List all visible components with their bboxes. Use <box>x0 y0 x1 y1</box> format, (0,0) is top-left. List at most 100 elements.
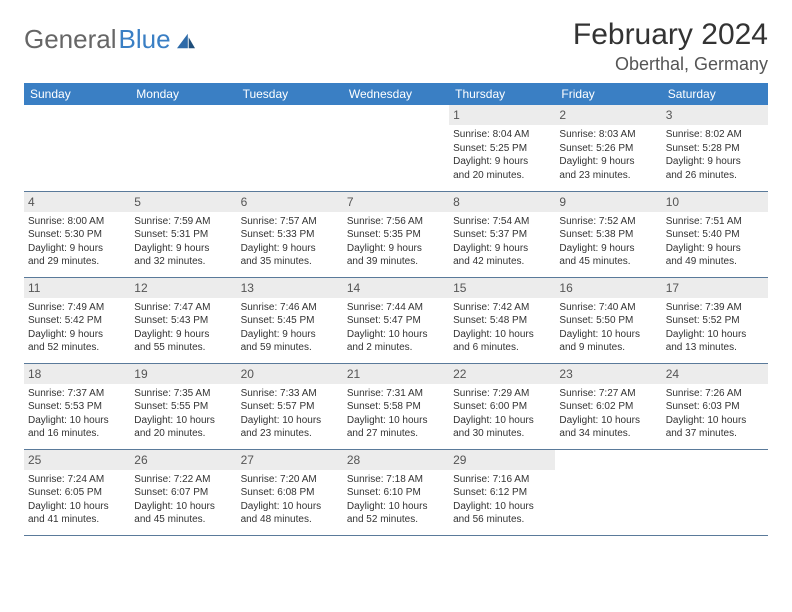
daylight-line: Daylight: 9 hours <box>559 242 657 256</box>
weekday-header: Wednesday <box>343 83 449 105</box>
day-number: 25 <box>24 450 130 470</box>
sunrise-line: Sunrise: 7:59 AM <box>134 215 232 229</box>
sunset-line: Sunset: 6:12 PM <box>453 486 551 500</box>
sunrise-line: Sunrise: 7:40 AM <box>559 301 657 315</box>
daylight-line: and 52 minutes. <box>347 513 445 527</box>
brand-part2: Blue <box>119 24 171 55</box>
calendar-day-cell: 19Sunrise: 7:35 AMSunset: 5:55 PMDayligh… <box>130 363 236 449</box>
daylight-line: Daylight: 10 hours <box>134 414 232 428</box>
sunrise-line: Sunrise: 7:16 AM <box>453 473 551 487</box>
calendar-day-cell: 27Sunrise: 7:20 AMSunset: 6:08 PMDayligh… <box>237 449 343 535</box>
calendar-day-cell: 28Sunrise: 7:18 AMSunset: 6:10 PMDayligh… <box>343 449 449 535</box>
daylight-line: and 9 minutes. <box>559 341 657 355</box>
month-title: February 2024 <box>573 18 768 52</box>
daylight-line: and 32 minutes. <box>134 255 232 269</box>
sunrise-line: Sunrise: 7:29 AM <box>453 387 551 401</box>
sunset-line: Sunset: 5:25 PM <box>453 142 551 156</box>
daylight-line: Daylight: 9 hours <box>453 242 551 256</box>
sunrise-line: Sunrise: 7:51 AM <box>666 215 764 229</box>
sunset-line: Sunset: 5:43 PM <box>134 314 232 328</box>
day-number: 29 <box>449 450 555 470</box>
calendar-head: SundayMondayTuesdayWednesdayThursdayFrid… <box>24 83 768 105</box>
sunset-line: Sunset: 5:30 PM <box>28 228 126 242</box>
daylight-line: and 16 minutes. <box>28 427 126 441</box>
daylight-line: and 20 minutes. <box>134 427 232 441</box>
weekday-header: Monday <box>130 83 236 105</box>
calendar-day-cell: 24Sunrise: 7:26 AMSunset: 6:03 PMDayligh… <box>662 363 768 449</box>
day-number: 27 <box>237 450 343 470</box>
calendar-day-cell: 10Sunrise: 7:51 AMSunset: 5:40 PMDayligh… <box>662 191 768 277</box>
daylight-line: and 45 minutes. <box>134 513 232 527</box>
calendar-table: SundayMondayTuesdayWednesdayThursdayFrid… <box>24 83 768 536</box>
daylight-line: Daylight: 9 hours <box>241 328 339 342</box>
daylight-line: Daylight: 9 hours <box>666 155 764 169</box>
daylight-line: and 6 minutes. <box>453 341 551 355</box>
day-number: 18 <box>24 364 130 384</box>
daylight-line: and 45 minutes. <box>559 255 657 269</box>
sunset-line: Sunset: 5:45 PM <box>241 314 339 328</box>
sunrise-line: Sunrise: 8:03 AM <box>559 128 657 142</box>
day-number: 22 <box>449 364 555 384</box>
calendar-day-cell: 3Sunrise: 8:02 AMSunset: 5:28 PMDaylight… <box>662 105 768 191</box>
calendar-day-cell: 9Sunrise: 7:52 AMSunset: 5:38 PMDaylight… <box>555 191 661 277</box>
daylight-line: and 23 minutes. <box>241 427 339 441</box>
calendar-day-cell: 6Sunrise: 7:57 AMSunset: 5:33 PMDaylight… <box>237 191 343 277</box>
sunset-line: Sunset: 6:10 PM <box>347 486 445 500</box>
sunrise-line: Sunrise: 7:54 AM <box>453 215 551 229</box>
day-number: 3 <box>662 105 768 125</box>
sunset-line: Sunset: 5:57 PM <box>241 400 339 414</box>
sunset-line: Sunset: 6:08 PM <box>241 486 339 500</box>
day-number: 16 <box>555 278 661 298</box>
sunset-line: Sunset: 5:53 PM <box>28 400 126 414</box>
daylight-line: Daylight: 9 hours <box>241 242 339 256</box>
daylight-line: and 35 minutes. <box>241 255 339 269</box>
calendar-empty-cell <box>24 105 130 191</box>
day-number: 23 <box>555 364 661 384</box>
sunset-line: Sunset: 5:55 PM <box>134 400 232 414</box>
sunrise-line: Sunrise: 7:57 AM <box>241 215 339 229</box>
daylight-line: and 27 minutes. <box>347 427 445 441</box>
location-label: Oberthal, Germany <box>573 54 768 75</box>
sunset-line: Sunset: 5:52 PM <box>666 314 764 328</box>
daylight-line: Daylight: 10 hours <box>347 328 445 342</box>
calendar-empty-cell <box>237 105 343 191</box>
sunset-line: Sunset: 6:07 PM <box>134 486 232 500</box>
sunset-line: Sunset: 5:31 PM <box>134 228 232 242</box>
day-number: 2 <box>555 105 661 125</box>
sunset-line: Sunset: 5:47 PM <box>347 314 445 328</box>
calendar-day-cell: 17Sunrise: 7:39 AMSunset: 5:52 PMDayligh… <box>662 277 768 363</box>
daylight-line: and 56 minutes. <box>453 513 551 527</box>
daylight-line: Daylight: 9 hours <box>28 242 126 256</box>
daylight-line: Daylight: 10 hours <box>453 500 551 514</box>
weekday-header: Saturday <box>662 83 768 105</box>
sunrise-line: Sunrise: 7:49 AM <box>28 301 126 315</box>
sunset-line: Sunset: 6:00 PM <box>453 400 551 414</box>
sunset-line: Sunset: 5:35 PM <box>347 228 445 242</box>
calendar-body: 1Sunrise: 8:04 AMSunset: 5:25 PMDaylight… <box>24 105 768 535</box>
page-header: General Blue February 2024 Oberthal, Ger… <box>24 18 768 75</box>
calendar-empty-cell <box>662 449 768 535</box>
day-number: 7 <box>343 192 449 212</box>
calendar-page: General Blue February 2024 Oberthal, Ger… <box>0 0 792 536</box>
day-number: 26 <box>130 450 236 470</box>
sunrise-line: Sunrise: 7:56 AM <box>347 215 445 229</box>
sunset-line: Sunset: 6:03 PM <box>666 400 764 414</box>
daylight-line: and 37 minutes. <box>666 427 764 441</box>
calendar-day-cell: 5Sunrise: 7:59 AMSunset: 5:31 PMDaylight… <box>130 191 236 277</box>
daylight-line: and 48 minutes. <box>241 513 339 527</box>
daylight-line: Daylight: 10 hours <box>347 500 445 514</box>
daylight-line: Daylight: 9 hours <box>28 328 126 342</box>
sunrise-line: Sunrise: 7:26 AM <box>666 387 764 401</box>
daylight-line: Daylight: 10 hours <box>453 414 551 428</box>
daylight-line: Daylight: 9 hours <box>347 242 445 256</box>
day-number: 17 <box>662 278 768 298</box>
calendar-day-cell: 18Sunrise: 7:37 AMSunset: 5:53 PMDayligh… <box>24 363 130 449</box>
daylight-line: Daylight: 10 hours <box>666 414 764 428</box>
day-number: 9 <box>555 192 661 212</box>
title-block: February 2024 Oberthal, Germany <box>573 18 768 75</box>
sunset-line: Sunset: 5:28 PM <box>666 142 764 156</box>
sunset-line: Sunset: 6:05 PM <box>28 486 126 500</box>
day-number: 20 <box>237 364 343 384</box>
daylight-line: Daylight: 9 hours <box>134 328 232 342</box>
sunset-line: Sunset: 5:38 PM <box>559 228 657 242</box>
